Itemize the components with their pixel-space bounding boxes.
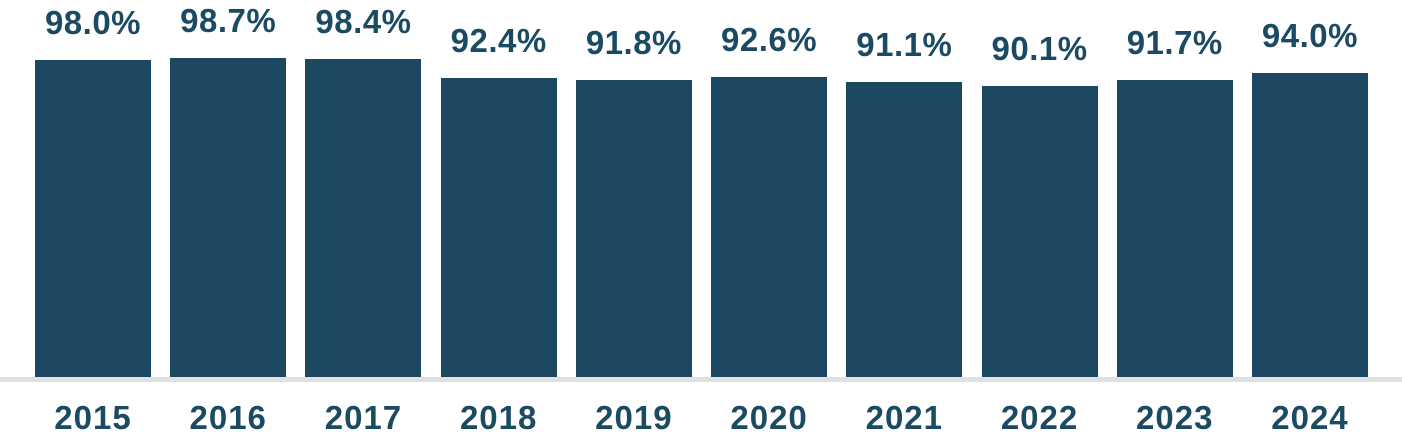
x-axis-tick-labels: 2015 2016 2017 2018 2019 2020 2021 2022 …: [35, 401, 1368, 434]
bar-value-label: 91.8%: [585, 24, 682, 61]
bar-value-label: 94.0%: [1261, 16, 1358, 54]
year-label: 2018: [459, 399, 538, 436]
plot-area: 98.0% 98.7% 98.4% 92.4% 91.8% 92.6% 91.1…: [35, 0, 1368, 377]
bar: [305, 58, 422, 377]
bar-value-label: 91.7%: [1126, 24, 1223, 62]
bar-column: 91.1%: [846, 0, 963, 377]
bar-value-label: 98.7%: [180, 1, 277, 39]
bar: [35, 60, 151, 377]
year-label: 2022: [1000, 399, 1079, 436]
bar-value-label: 90.1%: [991, 29, 1088, 67]
bar-column: 92.6%: [711, 0, 828, 377]
year-label: 2015: [54, 399, 132, 436]
bar-column: 98.7%: [170, 0, 287, 377]
year-label: 2024: [1271, 399, 1349, 436]
bar: [575, 80, 692, 377]
year-label: 2017: [324, 399, 403, 436]
bar-column: 90.1%: [981, 0, 1098, 377]
bar-value-label: 98.0%: [44, 4, 142, 41]
bar: [846, 82, 963, 377]
bar: [1251, 72, 1368, 377]
year-label: 2020: [730, 399, 808, 436]
bar-value-label: 91.1%: [856, 26, 953, 64]
bar-value-label: 92.6%: [721, 21, 818, 59]
bar-value-label: 92.4%: [450, 22, 547, 60]
year-label: 2016: [189, 399, 267, 436]
bar: [1116, 80, 1233, 377]
bar: [440, 78, 557, 377]
bar: [170, 57, 287, 377]
bar-column: 91.8%: [575, 0, 692, 377]
bar-column: 98.4%: [305, 0, 422, 377]
bar-column: 94.0%: [1251, 0, 1368, 377]
year-label: 2023: [1136, 399, 1214, 436]
bar: [981, 85, 1098, 377]
year-label: 2021: [865, 399, 944, 436]
bar-column: 98.0%: [35, 0, 151, 377]
bar-column: 92.4%: [440, 0, 557, 377]
year-label: 2019: [595, 399, 673, 436]
bar-value-label: 98.4%: [315, 2, 412, 40]
x-axis-baseline: [0, 377, 1402, 382]
bar-column: 91.7%: [1116, 0, 1233, 377]
bar: [711, 77, 828, 377]
